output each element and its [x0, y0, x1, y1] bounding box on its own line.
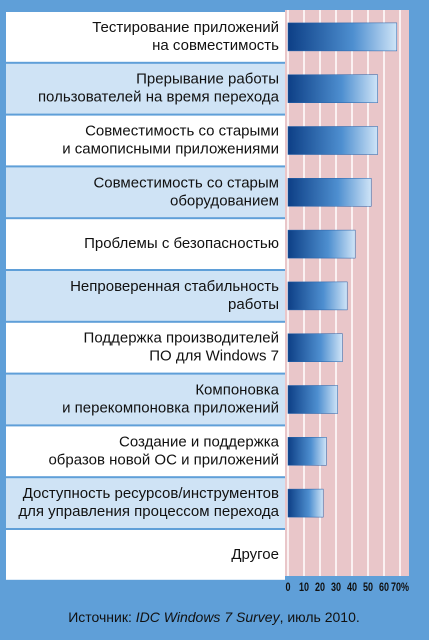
category-line: Совместимость со старым — [93, 174, 279, 191]
bar — [287, 437, 327, 466]
category-line: и перекомпоновка приложений — [62, 399, 279, 416]
category-line: работы — [228, 296, 279, 313]
row-band — [6, 374, 285, 425]
row-band — [6, 219, 285, 269]
category-label: Совместимость со старым оборудованием — [93, 174, 279, 209]
row-band — [6, 530, 285, 580]
row-band — [6, 426, 285, 477]
row-band — [6, 322, 285, 373]
bar — [287, 385, 338, 414]
x-tick-label: 30 — [331, 581, 341, 595]
category-line: Компоновка — [195, 381, 279, 398]
x-tick-label: 10 — [299, 581, 309, 595]
row-band — [6, 271, 285, 321]
row-band — [6, 12, 285, 62]
category-line: на совместимость — [152, 37, 279, 54]
category-line: и самописными приложениями — [62, 140, 279, 157]
bar — [287, 22, 398, 52]
category-line: Другое — [231, 546, 279, 563]
category-label: Прерывание работы пользователей на время … — [38, 71, 280, 106]
category-line: ПО для Windows 7 — [149, 348, 279, 365]
category-label: Создание и поддержка образов новой ОС и п… — [48, 433, 279, 468]
x-tick-label: 50 — [363, 581, 373, 595]
category-label: Тестирование приложений на совместимость — [92, 19, 279, 54]
x-tick-label: 40 — [347, 581, 357, 595]
row-band — [6, 115, 285, 166]
category-label: Поддержка производителей ПО для Windows 7 — [84, 330, 279, 365]
source: Источник: IDC Windows 7 Survey, июль 201… — [68, 609, 360, 625]
bar — [287, 126, 378, 155]
bar — [287, 333, 343, 362]
category-label: Доступность ресурсов/инструментов для упр… — [18, 485, 279, 520]
row-band — [6, 63, 285, 114]
category-line: Поддержка производителей — [84, 330, 279, 347]
category-line: Создание и поддержка — [119, 433, 280, 450]
category-line: оборудованием — [170, 192, 279, 209]
category-line: Доступность ресурсов/инструментов — [23, 485, 279, 502]
category-label: Другое — [231, 546, 279, 563]
category-label: Непроверенная стабильность работы — [70, 278, 279, 313]
category-label: Компоновка и перекомпоновка приложений — [62, 381, 280, 416]
category-line: пользователей на время перехода — [38, 89, 280, 106]
category-line: Проблемы с безопасностью — [84, 235, 279, 252]
category-line: образов новой ОС и приложений — [48, 451, 279, 468]
category-line: Непроверенная стабильность — [70, 278, 279, 295]
category-line: для управления процессом перехода — [18, 503, 279, 520]
bar — [287, 281, 348, 311]
category-line: Прерывание работы — [136, 71, 279, 88]
bar — [287, 74, 378, 103]
row-band — [6, 167, 285, 218]
category-label: Проблемы с безопасностью — [84, 235, 279, 252]
category-label: Совместимость со старыми и самописными пр… — [62, 122, 279, 157]
x-tick-label: 60 — [379, 581, 389, 595]
bar — [287, 229, 356, 259]
x-tick-label: 20 — [315, 581, 325, 595]
bar — [287, 178, 372, 207]
category-line: Тестирование приложений — [92, 19, 279, 36]
x-tick-label: 0 — [285, 581, 290, 595]
category-line: Совместимость со старыми — [85, 122, 279, 139]
row-band — [6, 478, 285, 528]
bar — [287, 488, 324, 518]
x-tick-label: 70% — [391, 581, 409, 595]
